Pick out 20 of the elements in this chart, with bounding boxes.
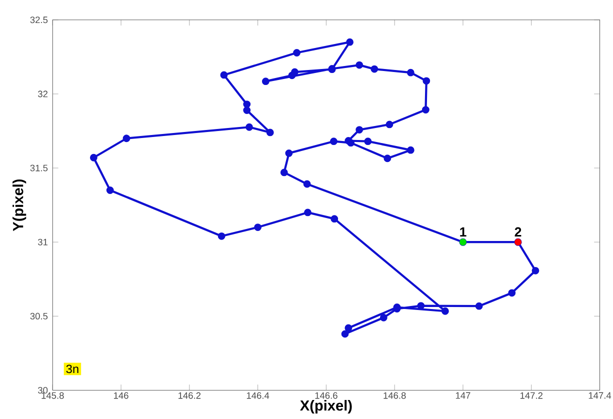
x-tick-label: 146.6 (315, 392, 338, 399)
x-tick-label: 146.2 (178, 392, 201, 399)
y-tick-label: 31.5 (30, 164, 48, 172)
annotation: 2 (514, 227, 522, 237)
x-tick-label: 146.4 (246, 392, 270, 399)
y-tick-label: 32.5 (30, 16, 48, 24)
x-tick-label: 147.2 (520, 392, 542, 399)
annotation: 1 (460, 227, 466, 237)
annotation: 3n (66, 364, 78, 374)
y-tick-label: 30.5 (30, 312, 48, 320)
y-tick-label: 31 (38, 238, 48, 246)
x-tick-label: 146.8 (384, 392, 406, 399)
y-axis-title: Y(pixel) (12, 179, 26, 232)
x-tick-label: 145.8 (42, 392, 64, 399)
y-tick-label: 30 (38, 386, 48, 394)
x-axis-title: X(pixel) (300, 400, 352, 414)
x-tick-label: 146 (114, 392, 128, 399)
x-tick-label: 147.4 (588, 392, 612, 399)
y-tick-label: 32 (38, 90, 48, 98)
x-tick-label: 147 (456, 392, 470, 399)
